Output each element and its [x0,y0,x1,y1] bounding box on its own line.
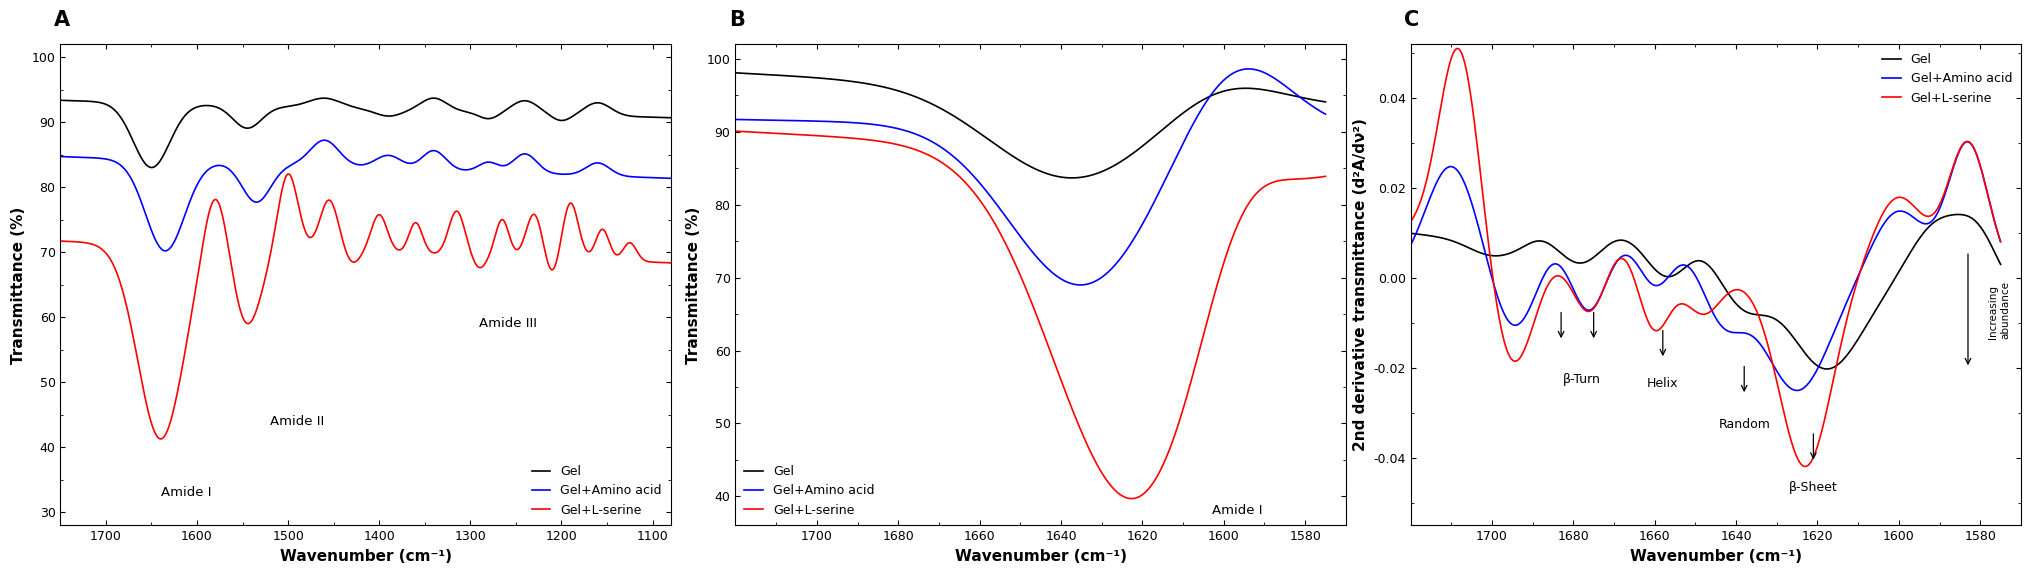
Text: Random: Random [1719,417,1770,431]
Y-axis label: Transmittance (%): Transmittance (%) [10,206,26,363]
Legend: Gel, Gel+Amino acid, Gel+L-serine: Gel, Gel+Amino acid, Gel+L-serine [1880,51,2014,107]
Text: A: A [55,10,71,30]
Text: Amide II: Amide II [270,415,325,428]
Legend: Gel, Gel+Amino acid, Gel+L-serine: Gel, Gel+Amino acid, Gel+L-serine [742,463,878,519]
Text: β-Turn: β-Turn [1563,373,1601,386]
Y-axis label: Transmittance (%): Transmittance (%) [687,206,701,363]
X-axis label: Wavenumber (cm⁻¹): Wavenumber (cm⁻¹) [280,549,451,564]
Text: C: C [1404,10,1420,30]
Text: Amide I: Amide I [161,486,211,500]
Text: Amide I: Amide I [1211,504,1262,518]
X-axis label: Wavenumber (cm⁻¹): Wavenumber (cm⁻¹) [955,549,1126,564]
Text: Helix: Helix [1648,377,1678,390]
Text: β-Sheet: β-Sheet [1788,481,1837,493]
Text: B: B [729,10,746,30]
Text: Amide III: Amide III [480,317,536,331]
Y-axis label: 2nd derivative transmittance (d²A/dν²): 2nd derivative transmittance (d²A/dν²) [1353,118,1368,451]
Legend: Gel, Gel+Amino acid, Gel+L-serine: Gel, Gel+Amino acid, Gel+L-serine [528,463,664,519]
Text: Increasing
abundance: Increasing abundance [1989,281,2010,339]
X-axis label: Wavenumber (cm⁻¹): Wavenumber (cm⁻¹) [1630,549,1802,564]
